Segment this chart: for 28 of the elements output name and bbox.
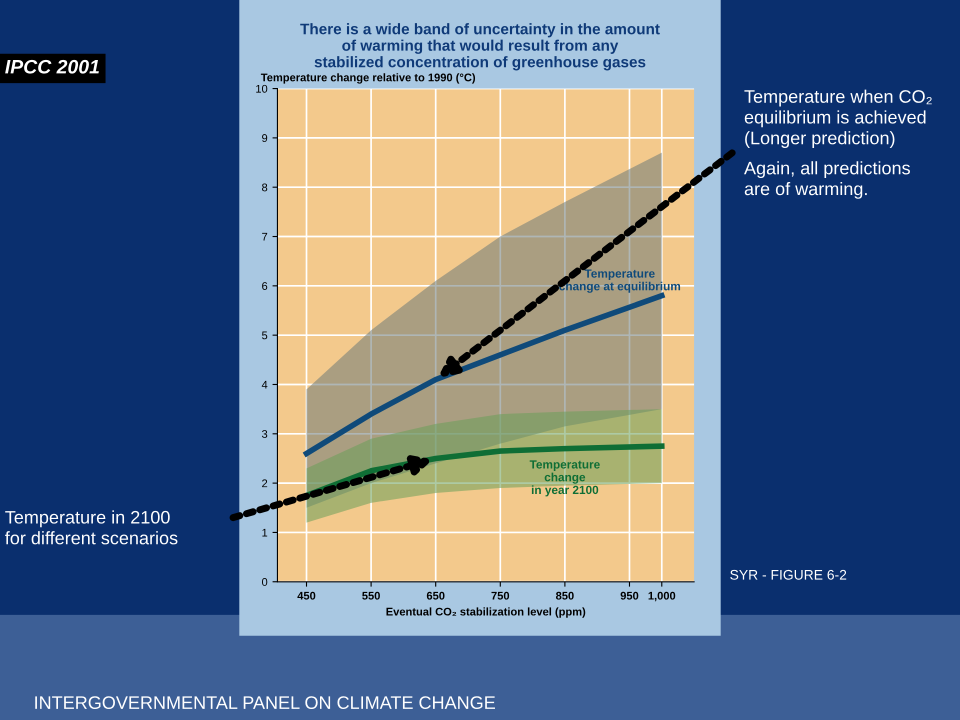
y-tick-label: 7 [262,232,268,241]
text: SYR - FIGURE 6-2 [730,570,846,580]
x-tick-label: 650 [426,592,445,600]
y-tick-label: 5 [262,332,268,340]
y-tick-label: 3 [262,430,268,438]
text: INTERGOVERNMENTAL PANEL ON CLIMATE CHANGE [35,696,495,710]
text: Again, all predictions are of warming. [744,161,910,199]
x-tick-label: 850 [556,592,574,600]
x-tick-label: 1,000 [648,592,676,602]
x-tick-label: 950 [620,592,638,600]
y-tick-label: 2 [262,479,268,488]
text: Temperature when CO₂ equilibrium is achieved (Longer prediction) [744,90,932,148]
y-tick-label: 10 [256,84,268,93]
y-axis-title: Temperature change relative to 1990 (°C) [260,73,476,84]
y-tick-label: 0 [262,578,268,586]
text: Temperature in 2100 for different scenarios [5,510,178,544]
x-tick-label: 750 [492,592,510,600]
x-tick-label: 450 [297,592,316,600]
series-label: Temperature change in year 2100 [530,460,600,496]
y-tick-label: 4 [262,380,268,389]
text: IPCC 2001 [5,60,99,74]
y-tick-label: 9 [262,134,268,142]
x-axis-title: Eventual CO₂ stabilization level (ppm) [386,607,586,618]
y-tick-label: 6 [262,282,268,290]
y-tick-label: 1 [262,528,268,536]
chart-title: There is a wide band of uncertainty in the amount of warming that would result from any stabilized concentration of greenhouse gases [300,23,660,70]
x-tick-label: 550 [362,592,380,600]
y-tick-label: 8 [262,183,268,192]
